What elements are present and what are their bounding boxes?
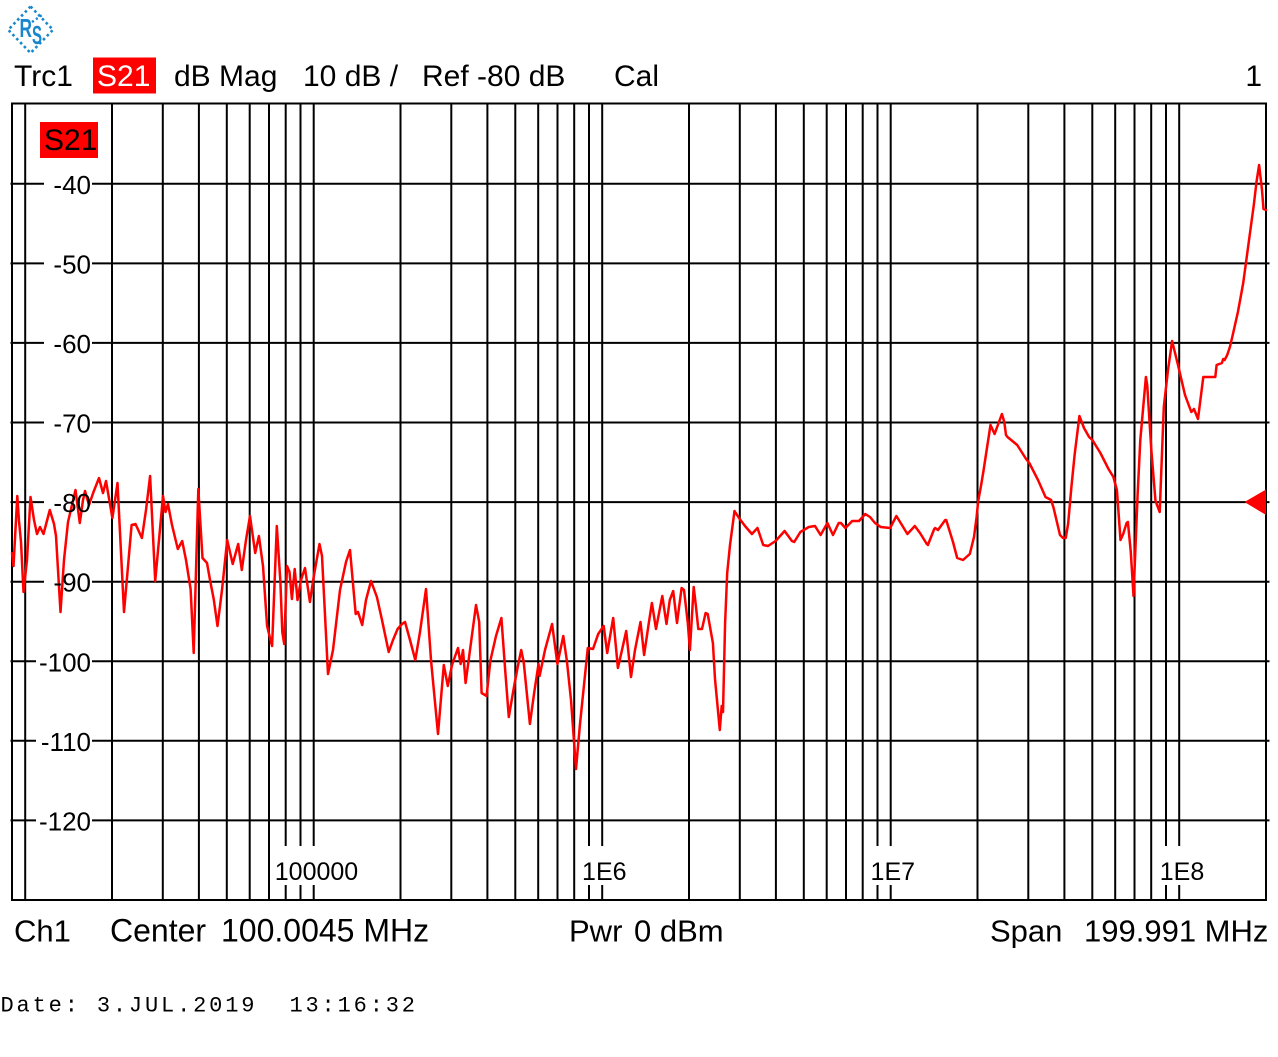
svg-text:100000: 100000 [275, 858, 358, 886]
svg-text:-80: -80 [53, 488, 91, 518]
svg-text:Pwr: Pwr [569, 914, 622, 949]
svg-text:-100: -100 [39, 647, 91, 677]
svg-text:Date: 3.JUL.2019 13:16:32: Date: 3.JUL.2019 13:16:32 [1, 994, 418, 1019]
svg-text:10 dB /: 10 dB / [303, 60, 399, 93]
svg-text:1E8: 1E8 [1160, 858, 1204, 886]
svg-text:-50: -50 [53, 249, 91, 279]
svg-text:S: S [32, 20, 42, 50]
svg-text:-40: -40 [53, 170, 91, 200]
svg-text:-60: -60 [53, 329, 91, 359]
svg-text:1E7: 1E7 [871, 858, 915, 886]
svg-text:199.991 MHz: 199.991 MHz [1084, 914, 1268, 949]
svg-text:-70: -70 [53, 409, 91, 439]
svg-text:Cal: Cal [614, 60, 659, 93]
svg-text:Span: Span [990, 914, 1062, 949]
svg-text:-110: -110 [41, 727, 91, 757]
svg-text:1: 1 [1245, 60, 1262, 93]
svg-text:-120: -120 [39, 806, 91, 836]
svg-text:S21: S21 [44, 124, 97, 157]
svg-text:Trc1: Trc1 [14, 60, 73, 93]
svg-text:Ref -80 dB: Ref -80 dB [422, 60, 565, 93]
svg-text:S21: S21 [97, 60, 150, 93]
svg-text:dB Mag: dB Mag [174, 60, 277, 93]
svg-text:Ch1: Ch1 [14, 914, 71, 949]
svg-text:Center: Center [110, 913, 206, 949]
svg-text:1E6: 1E6 [582, 858, 626, 886]
svg-text:0 dBm: 0 dBm [634, 914, 724, 949]
svg-text:-90: -90 [53, 568, 91, 598]
svg-text:100.0045 MHz: 100.0045 MHz [221, 913, 429, 949]
svg-text:R: R [20, 13, 33, 43]
